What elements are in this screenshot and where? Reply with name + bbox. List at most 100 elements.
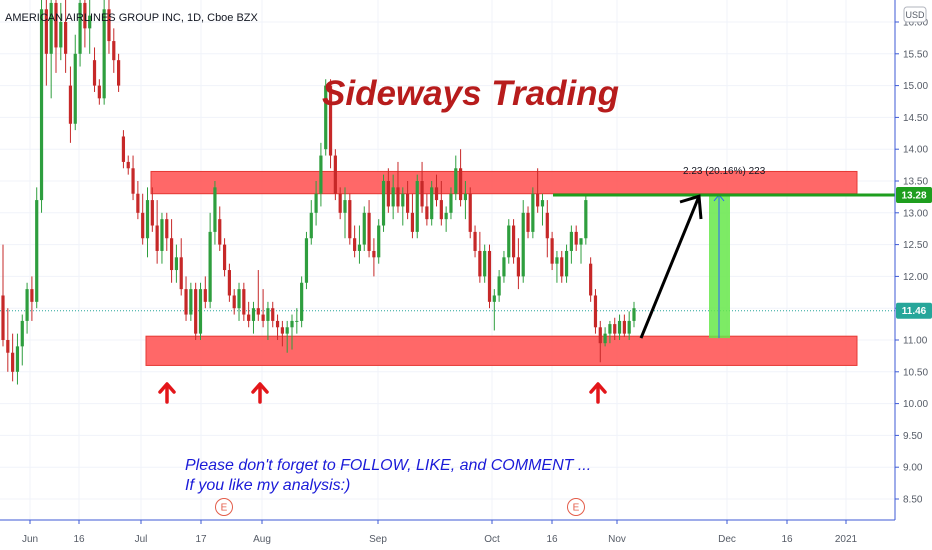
candle-body — [136, 193, 140, 213]
candle — [141, 193, 145, 245]
candle — [593, 289, 598, 334]
candle — [502, 250, 506, 283]
candle-body — [174, 257, 179, 271]
candle-body — [362, 212, 366, 245]
candle — [68, 66, 73, 143]
up-arrow-head — [251, 382, 269, 394]
time-tick-label: Jun — [22, 534, 38, 545]
price-tick-label: 15.00 — [903, 81, 928, 92]
price-tick-label: 11.00 — [903, 336, 928, 347]
candle — [131, 155, 135, 201]
candle — [454, 155, 458, 201]
candle — [564, 244, 569, 283]
candle-body — [584, 200, 588, 239]
candle-body — [622, 320, 626, 334]
candle — [617, 314, 622, 340]
candle-body — [309, 212, 313, 239]
candle — [410, 193, 415, 239]
candle — [377, 219, 381, 264]
price-tick-label: 9.50 — [903, 431, 923, 442]
candle-body — [126, 161, 130, 169]
candle-body — [300, 282, 304, 321]
currency-badge[interactable]: USD — [903, 6, 927, 23]
price-tick-label: 10.50 — [903, 367, 928, 378]
candle — [49, 0, 53, 99]
candle-body — [179, 257, 183, 290]
candle-body — [15, 346, 20, 372]
candle-body — [242, 289, 246, 315]
candle-body — [97, 85, 101, 99]
candle-body — [617, 320, 622, 334]
earnings-marker: E — [567, 498, 585, 516]
candle-body — [295, 320, 299, 322]
candle — [531, 187, 535, 239]
time-tick-label: Dec — [718, 534, 736, 545]
candle-body — [511, 225, 516, 258]
price-tick-label: 15.50 — [903, 49, 928, 60]
candle-body — [483, 250, 487, 277]
candle-body — [540, 200, 545, 207]
candle — [25, 282, 29, 334]
candle — [449, 187, 453, 220]
candle-body — [458, 168, 463, 201]
candle-body — [516, 257, 520, 277]
candle — [174, 244, 179, 283]
candle — [136, 181, 140, 220]
candle-body — [497, 276, 501, 296]
candle-body — [521, 212, 525, 277]
candle-body — [401, 193, 405, 207]
candle-body — [20, 320, 24, 347]
candle-body — [145, 200, 150, 239]
candle-body — [579, 238, 583, 245]
earnings-label: E — [221, 503, 228, 514]
candle — [247, 301, 251, 328]
candle-body — [430, 187, 434, 220]
candle-body — [550, 238, 554, 264]
time-tick-label: 2021 — [835, 534, 858, 545]
candle-body — [150, 200, 154, 226]
candle — [145, 187, 150, 258]
time-axis[interactable]: Jun 16 Jul 17 Aug Sep Oct 16 Nov Dec 16 2021 — [22, 520, 858, 545]
candle-body — [44, 9, 48, 54]
candle — [526, 206, 530, 239]
candle — [483, 244, 487, 283]
candle — [155, 200, 159, 264]
candle-body — [107, 9, 111, 42]
candle-body — [531, 193, 535, 232]
price-tick-label: 12.00 — [903, 272, 928, 283]
candle-body — [454, 168, 458, 194]
candle-body — [478, 250, 482, 277]
candle — [415, 174, 419, 239]
candle-body — [632, 308, 636, 321]
time-tick-label: 17 — [195, 534, 207, 545]
candle-body — [348, 200, 352, 239]
currency-label: USD — [905, 10, 925, 20]
up-arrow-head — [589, 382, 607, 394]
price-tick-label: 12.50 — [903, 240, 928, 251]
time-tick-label: 16 — [781, 534, 793, 545]
candle — [555, 250, 559, 283]
candle — [632, 301, 636, 328]
target-price-badge — [896, 186, 932, 203]
candle-body — [319, 155, 323, 194]
candle-body — [83, 2, 87, 29]
candle-body — [507, 225, 511, 258]
candle-body — [213, 187, 217, 232]
candle — [348, 193, 352, 245]
candle-body — [203, 289, 207, 302]
time-tick-label: Aug — [253, 534, 271, 545]
candle — [521, 200, 525, 283]
candle-body — [112, 41, 116, 61]
candle — [165, 212, 169, 251]
candle — [198, 282, 203, 340]
candle — [88, 0, 92, 54]
candle — [497, 270, 501, 302]
price-tick-label: 9.00 — [903, 463, 923, 474]
candle — [92, 47, 97, 92]
candle — [492, 289, 496, 331]
time-tick-label: 16 — [546, 534, 558, 545]
candle-body — [420, 181, 424, 207]
candle-body — [290, 320, 294, 328]
measure-label: 2.23 (20.16%) 223 — [683, 166, 766, 177]
